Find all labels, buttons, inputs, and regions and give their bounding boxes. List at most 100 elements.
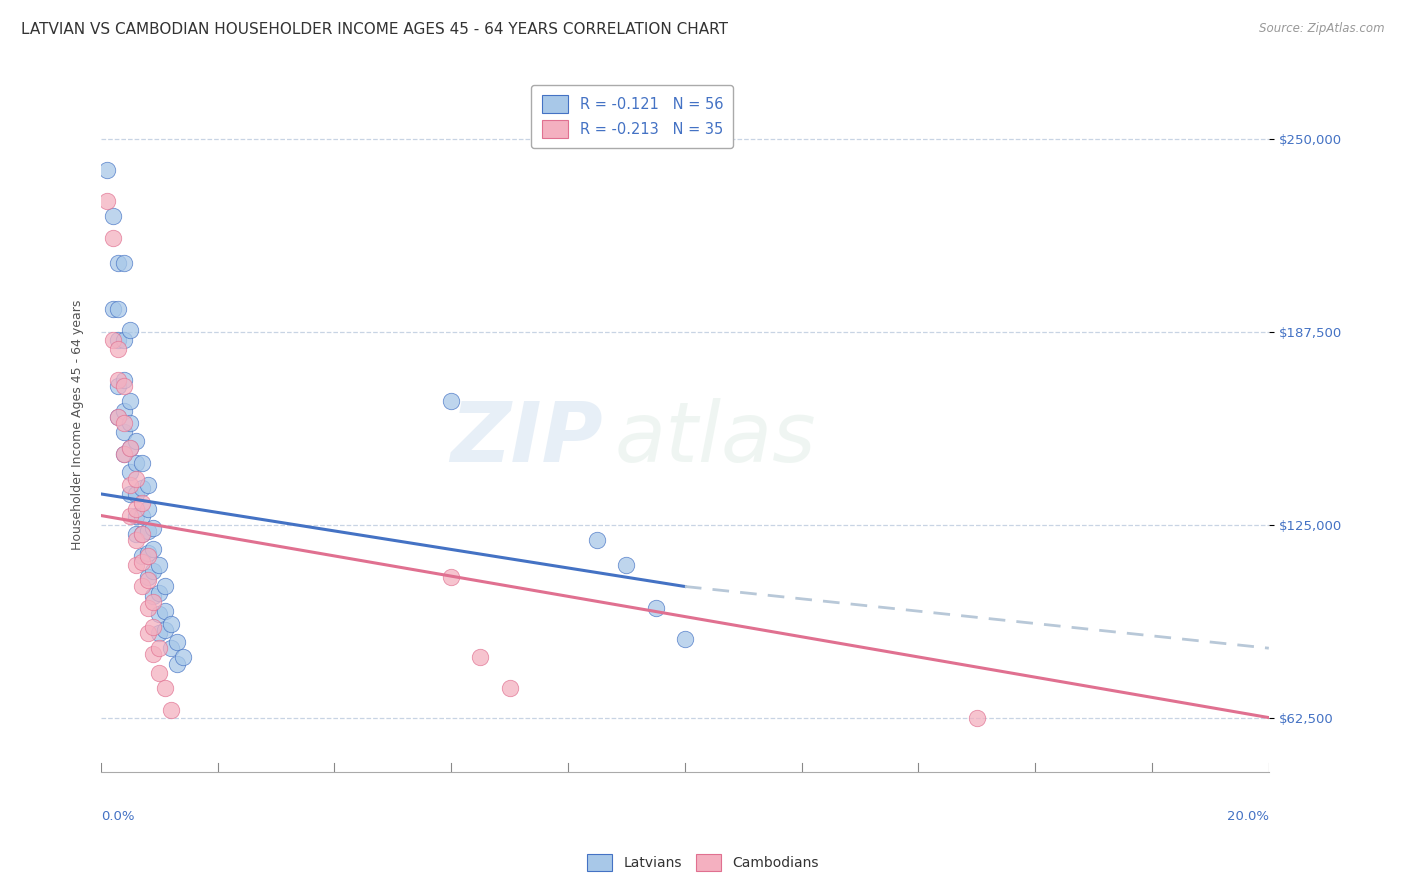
Point [136, 502, 159, 516]
Point [440, 570, 463, 584]
Point [136, 545, 159, 559]
Point [153, 623, 176, 637]
Point [136, 549, 159, 563]
Point [107, 409, 129, 424]
Point [586, 533, 609, 548]
Point [160, 703, 183, 717]
Point [148, 558, 170, 572]
Point [112, 447, 135, 461]
Text: LATVIAN VS CAMBODIAN HOUSEHOLDER INCOME AGES 45 - 64 YEARS CORRELATION CHART: LATVIAN VS CAMBODIAN HOUSEHOLDER INCOME … [21, 22, 728, 37]
Point [148, 625, 170, 640]
Point [966, 710, 988, 724]
Point [440, 394, 463, 409]
Point [131, 527, 153, 541]
Point [153, 604, 176, 618]
Point [142, 589, 165, 603]
Point [107, 379, 129, 393]
Legend: R = -0.121   N = 56, R = -0.213   N = 35: R = -0.121 N = 56, R = -0.213 N = 35 [531, 85, 733, 148]
Point [120, 508, 142, 523]
Point [136, 574, 159, 588]
Point [101, 333, 124, 347]
Point [131, 481, 153, 495]
Point [112, 373, 135, 387]
Point [107, 301, 129, 316]
Point [172, 650, 194, 665]
Legend: Latvians, Cambodians: Latvians, Cambodians [582, 848, 824, 876]
Point [120, 487, 142, 501]
Text: 20.0%: 20.0% [1227, 811, 1268, 823]
Point [112, 425, 135, 440]
Point [131, 549, 153, 563]
Point [112, 447, 135, 461]
Point [136, 524, 159, 538]
Point [101, 301, 124, 316]
Point [107, 333, 129, 347]
Point [148, 585, 170, 599]
Point [160, 641, 183, 656]
Point [142, 595, 165, 609]
Point [142, 521, 165, 535]
Point [120, 323, 142, 337]
Text: atlas: atlas [614, 398, 817, 479]
Text: 0.0%: 0.0% [101, 811, 135, 823]
Point [131, 555, 153, 569]
Point [107, 373, 129, 387]
Point [470, 650, 492, 665]
Point [125, 456, 148, 470]
Point [107, 342, 129, 356]
Point [125, 533, 148, 548]
Point [101, 209, 124, 223]
Point [125, 527, 148, 541]
Point [136, 477, 159, 491]
Point [142, 648, 165, 662]
Point [673, 632, 696, 646]
Point [120, 441, 142, 455]
Point [120, 416, 142, 430]
Point [125, 502, 148, 516]
Point [142, 564, 165, 578]
Point [125, 487, 148, 501]
Point [120, 441, 142, 455]
Point [112, 379, 135, 393]
Point [499, 681, 522, 696]
Point [131, 456, 153, 470]
Point [125, 508, 148, 523]
Point [125, 434, 148, 449]
Point [148, 665, 170, 680]
Point [644, 601, 666, 615]
Point [96, 163, 118, 178]
Point [131, 527, 153, 541]
Text: Source: ZipAtlas.com: Source: ZipAtlas.com [1260, 22, 1385, 36]
Point [120, 477, 142, 491]
Point [112, 255, 135, 269]
Text: ZIP: ZIP [450, 398, 603, 479]
Point [136, 625, 159, 640]
Point [616, 558, 638, 572]
Point [131, 579, 153, 593]
Point [153, 681, 176, 696]
Point [131, 508, 153, 523]
Point [112, 416, 135, 430]
Point [166, 657, 188, 671]
Point [120, 466, 142, 480]
Point [107, 409, 129, 424]
Point [112, 403, 135, 417]
Point [142, 619, 165, 633]
Point [120, 394, 142, 409]
Point [160, 616, 183, 631]
Point [112, 333, 135, 347]
Point [148, 607, 170, 622]
Point [136, 570, 159, 584]
Point [125, 471, 148, 485]
Point [142, 542, 165, 557]
Point [153, 579, 176, 593]
Point [166, 635, 188, 649]
Point [107, 255, 129, 269]
Y-axis label: Householder Income Ages 45 - 64 years: Householder Income Ages 45 - 64 years [72, 300, 84, 549]
Point [96, 194, 118, 208]
Point [125, 558, 148, 572]
Point [148, 641, 170, 656]
Point [131, 496, 153, 510]
Point [136, 601, 159, 615]
Point [101, 231, 124, 245]
